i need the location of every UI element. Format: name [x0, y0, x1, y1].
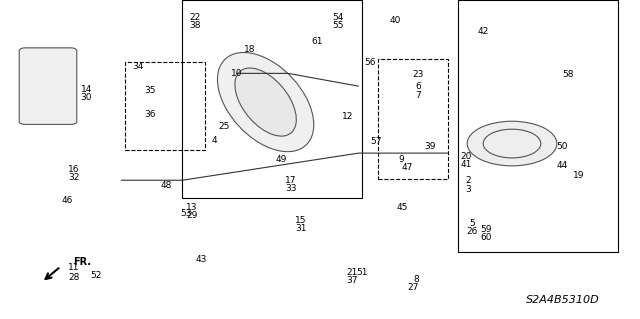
Text: 36: 36 [145, 110, 156, 119]
Text: 12: 12 [342, 112, 353, 121]
Circle shape [467, 121, 557, 166]
Text: 4: 4 [212, 136, 217, 145]
Text: 3: 3 [466, 185, 471, 194]
Text: 55: 55 [332, 21, 344, 30]
Text: 32: 32 [68, 173, 79, 182]
Text: 5: 5 [470, 219, 475, 228]
Text: 26: 26 [467, 227, 478, 236]
Text: 49: 49 [276, 155, 287, 164]
Text: FR.: FR. [74, 256, 92, 267]
Text: 18: 18 [244, 45, 255, 54]
Bar [378, 59, 448, 179]
Text: 45: 45 [396, 203, 408, 212]
Text: 2: 2 [466, 176, 471, 185]
Text: 56: 56 [364, 58, 376, 67]
Text: 25: 25 [218, 122, 230, 130]
Text: 16: 16 [68, 165, 79, 174]
Text: 52: 52 [90, 271, 102, 280]
Text: 51: 51 [356, 268, 367, 277]
Text: 60: 60 [481, 233, 492, 242]
Text: 40: 40 [389, 16, 401, 25]
Text: 33: 33 [285, 184, 297, 193]
Text: 41: 41 [460, 160, 472, 169]
Text: 19: 19 [573, 171, 585, 180]
Text: 8: 8 [413, 275, 419, 284]
FancyBboxPatch shape [19, 48, 77, 124]
Text: 50: 50 [556, 142, 568, 151]
Text: 11: 11 [68, 263, 79, 272]
Text: 30: 30 [81, 93, 92, 102]
Bar [458, 0, 618, 252]
Text: 9: 9 [399, 155, 404, 164]
Text: 61: 61 [311, 37, 323, 46]
Text: 27: 27 [408, 283, 419, 292]
Text: 34: 34 [132, 63, 143, 71]
Text: 13: 13 [186, 203, 198, 212]
Text: 35: 35 [145, 86, 156, 95]
Circle shape [483, 129, 541, 158]
Text: 42: 42 [477, 27, 489, 36]
Ellipse shape [218, 53, 314, 152]
Text: 38: 38 [189, 21, 201, 30]
Text: 28: 28 [68, 273, 79, 282]
Text: 23: 23 [412, 70, 424, 79]
Text: 54: 54 [332, 13, 344, 22]
Text: 46: 46 [61, 197, 73, 205]
Bar [182, 0, 362, 198]
Text: 48: 48 [161, 181, 172, 189]
Text: 53: 53 [180, 209, 191, 218]
Text: 29: 29 [186, 211, 198, 220]
Text: 31: 31 [295, 224, 307, 233]
Text: 44: 44 [556, 161, 568, 170]
Ellipse shape [235, 68, 296, 136]
Bar [125, 62, 205, 150]
Text: 37: 37 [346, 276, 358, 285]
Text: 43: 43 [196, 256, 207, 264]
Text: 59: 59 [481, 225, 492, 234]
Text: 47: 47 [402, 163, 413, 172]
Text: 10: 10 [231, 69, 243, 78]
Text: 58: 58 [563, 70, 574, 79]
Text: 15: 15 [295, 216, 307, 225]
Text: 17: 17 [285, 176, 297, 185]
Text: 22: 22 [189, 13, 201, 22]
Text: 21: 21 [346, 268, 358, 277]
Text: 57: 57 [370, 137, 381, 146]
Text: 20: 20 [460, 152, 472, 161]
Text: 39: 39 [424, 142, 436, 151]
Text: 7: 7 [415, 91, 420, 100]
Text: S2A4B5310D: S2A4B5310D [526, 295, 600, 305]
Text: 6: 6 [415, 82, 420, 91]
Text: 14: 14 [81, 85, 92, 94]
